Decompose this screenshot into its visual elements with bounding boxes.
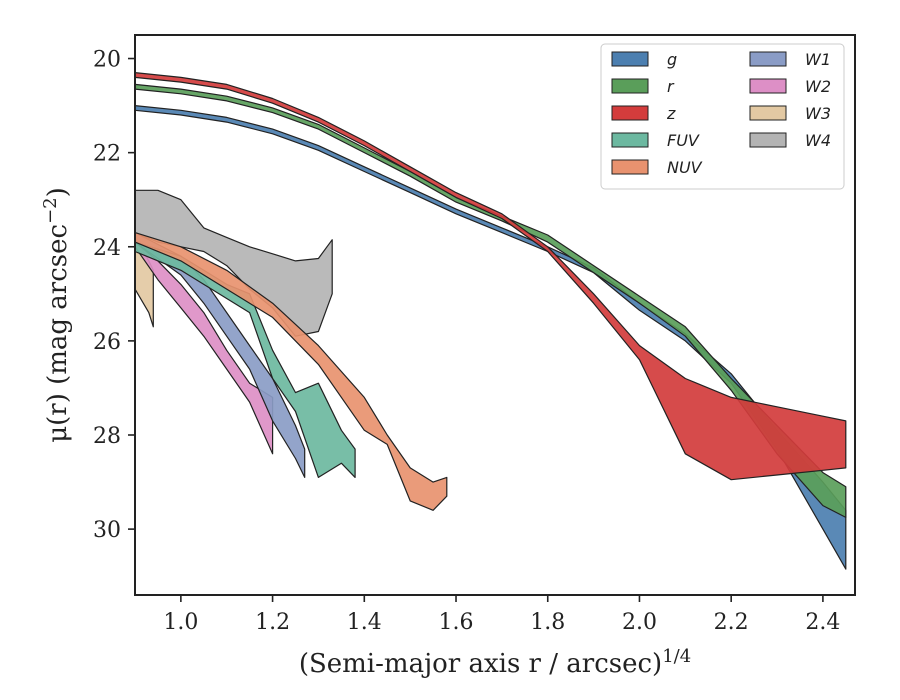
x-tick-label: 1.8 [530, 610, 565, 635]
legend-label-w3: W3 [805, 104, 831, 123]
legend-label-r: r [667, 77, 675, 96]
band-r [134, 83, 847, 519]
legend-label-w1: W1 [805, 50, 831, 69]
legend-label-w4: W4 [805, 131, 831, 150]
legend-swatch-g [611, 51, 649, 67]
x-tick-label: 1.2 [255, 610, 290, 635]
x-tick-label: 1.6 [439, 610, 474, 635]
legend-label-w2: W2 [805, 77, 831, 96]
band-z [134, 71, 847, 481]
x-tick-label: 1.0 [163, 610, 198, 635]
y-tick-label: 28 [93, 424, 121, 449]
legend-label-z: z [666, 104, 676, 123]
legend-swatch-w1 [749, 51, 787, 67]
x-tick-label: 1.4 [347, 610, 382, 635]
series-bands [134, 71, 847, 570]
band-w1 [134, 232, 306, 478]
legend-label-nuv: NUV [667, 158, 703, 177]
x-axis-label: (Semi-major axis r / arcsec)1/4 [299, 646, 691, 679]
legend-swatch-fuv [611, 132, 649, 148]
legend-swatch-nuv [611, 159, 649, 175]
x-tick-label: 2.2 [714, 610, 749, 635]
legend: grz FUV NUV W1 W2 W3 W4 [600, 43, 845, 190]
y-axis-ticks: 20 22 24 26 28 30 [93, 48, 135, 543]
y-tick-label: 30 [93, 518, 121, 543]
legend-label-fuv: FUV [667, 131, 700, 150]
x-axis-ticks: 1.0 1.2 1.4 1.6 1.8 2.0 2.2 2.4 [163, 595, 840, 635]
y-tick-label: 26 [93, 330, 121, 355]
legend-swatch-w3 [749, 105, 787, 121]
y-tick-label: 22 [93, 142, 121, 167]
legend-swatch-r [611, 78, 649, 94]
band-w4 [134, 189, 333, 337]
x-tick-label: 2.0 [622, 610, 657, 635]
legend-swatch-w2 [749, 78, 787, 94]
band-w2 [134, 241, 274, 455]
y-tick-label: 20 [93, 48, 121, 73]
x-tick-label: 2.4 [805, 610, 840, 635]
y-axis-label: μ(r) (mag arcsec−2) [40, 187, 73, 443]
plot-frame [134, 34, 856, 596]
legend-swatch-z [611, 105, 649, 121]
band-g [134, 104, 847, 570]
legend-swatch-w4 [749, 132, 787, 148]
y-tick-label: 24 [93, 236, 121, 261]
band-nuv [134, 232, 448, 511]
legend-label-g: g [667, 50, 677, 69]
